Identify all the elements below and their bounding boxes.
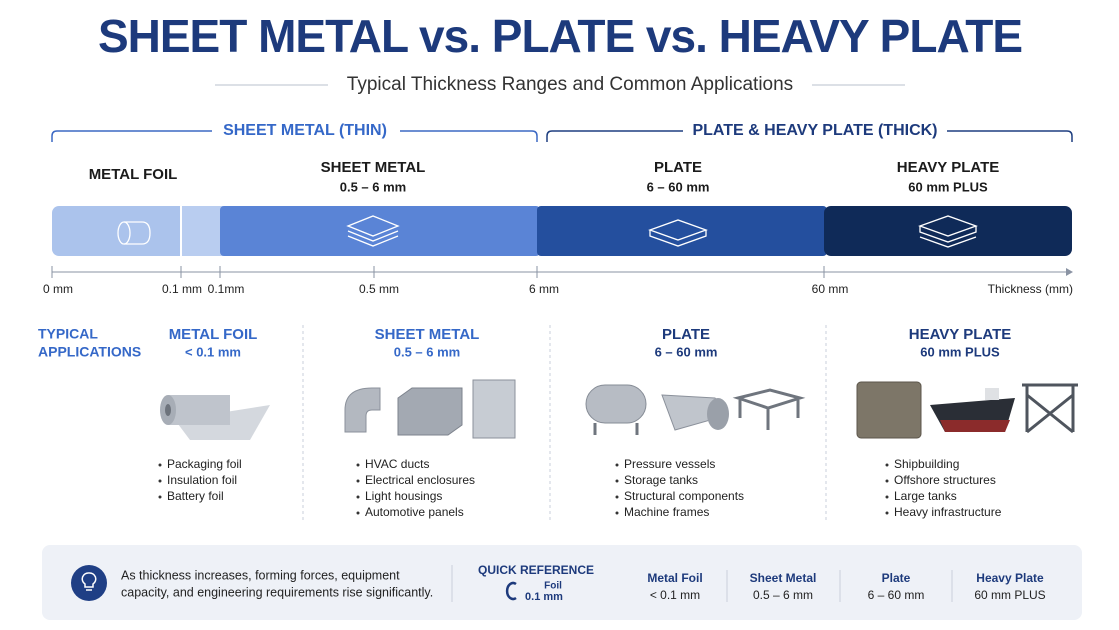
application-item: Pressure vessels xyxy=(624,457,715,471)
bullet xyxy=(885,479,889,483)
bullet xyxy=(885,495,889,499)
bullet xyxy=(615,463,619,467)
reference-range: 0.5 – 6 mm xyxy=(753,588,813,602)
reference-name: Sheet Metal xyxy=(750,571,817,585)
column-range: 6 – 60 mm xyxy=(655,344,718,359)
application-item: Machine frames xyxy=(624,505,709,519)
reference-range: 6 – 60 mm xyxy=(868,588,925,602)
bullet xyxy=(885,511,889,515)
column-name: METAL FOIL xyxy=(169,326,258,343)
bullet xyxy=(615,495,619,499)
quick-reference-icon-text: Foil xyxy=(544,581,562,592)
application-item: Electrical enclosures xyxy=(365,473,475,487)
column-name: HEAVY PLATE xyxy=(909,326,1012,343)
image-heavy-items xyxy=(856,381,1078,439)
image-foil-roll xyxy=(160,395,270,440)
bullet xyxy=(615,479,619,483)
application-item: HVAC ducts xyxy=(365,457,429,471)
axis-label: 6 mm xyxy=(529,282,559,296)
icon-heavy xyxy=(918,215,978,248)
application-item: Structural components xyxy=(624,489,744,503)
title: SHEET METAL vs. PLATE vs. HEAVY PLATE xyxy=(98,10,1022,62)
segment-name: PLATE xyxy=(654,159,702,176)
segment-foil xyxy=(52,206,187,256)
segment-name: HEAVY PLATE xyxy=(897,159,1000,176)
segment-foil-thin xyxy=(182,206,224,256)
axis-title: Thickness (mm) xyxy=(988,282,1073,296)
footer-panel xyxy=(42,545,1082,620)
column-name: PLATE xyxy=(662,326,710,343)
bulb-glyph xyxy=(81,572,97,591)
segment-plate xyxy=(537,206,827,256)
segment-name: SHEET METAL xyxy=(321,159,426,176)
axis-label: 0.1 mm xyxy=(162,282,202,296)
application-item: Insulation foil xyxy=(167,473,237,487)
application-item: Automotive panels xyxy=(365,505,464,519)
image-ducts xyxy=(344,379,516,439)
column-range: < 0.1 mm xyxy=(185,344,241,359)
bullet xyxy=(356,479,360,483)
reference-range: < 0.1 mm xyxy=(650,588,700,602)
bullet xyxy=(158,463,162,467)
reference-name: Metal Foil xyxy=(647,571,702,585)
applications-heading: TYPICAL xyxy=(38,326,98,342)
bullet xyxy=(158,479,162,483)
application-item: Large tanks xyxy=(894,489,957,503)
bullet xyxy=(615,511,619,515)
subtitle: Typical Thickness Ranges and Common Appl… xyxy=(347,74,793,95)
applications-heading: APPLICATIONS xyxy=(38,344,141,360)
application-item: Heavy infrastructure xyxy=(894,505,1002,519)
segment-range: 60 mm PLUS xyxy=(908,179,988,194)
icon-foil xyxy=(117,221,151,245)
reference-name: Heavy Plate xyxy=(976,571,1044,585)
bracket xyxy=(51,130,538,142)
image-plate-items xyxy=(585,384,806,435)
bullet xyxy=(356,463,360,467)
segment-range: 6 – 60 mm xyxy=(647,179,710,194)
icon-sheet xyxy=(346,215,400,247)
reference-range: 60 mm PLUS xyxy=(974,588,1045,602)
application-item: Storage tanks xyxy=(624,473,698,487)
bullet xyxy=(356,495,360,499)
application-item: Battery foil xyxy=(167,489,224,503)
segment-sheet xyxy=(220,206,540,256)
bracket xyxy=(546,130,1073,142)
segment-range: 0.5 – 6 mm xyxy=(340,179,407,194)
quick-reference-title: QUICK REFERENCE xyxy=(478,563,594,577)
icon-plate xyxy=(648,219,708,247)
bullet xyxy=(885,463,889,467)
group-label: SHEET METAL (THIN) xyxy=(223,122,387,139)
application-item: Shipbuilding xyxy=(894,457,959,471)
group-label: PLATE & HEAVY PLATE (THICK) xyxy=(692,122,937,139)
axis-label: 0 mm xyxy=(43,282,73,296)
ref-icon xyxy=(505,581,517,601)
column-name: SHEET METAL xyxy=(375,326,480,343)
reference-name: Plate xyxy=(882,571,911,585)
bullet xyxy=(158,495,162,499)
axis-arrow xyxy=(1066,268,1073,276)
quick-reference-icon-text: 0.1 mm xyxy=(525,591,563,603)
axis-label: 0.1mm xyxy=(208,282,245,296)
footer-note: As thickness increases, forming forces, … xyxy=(121,568,400,582)
application-item: Packaging foil xyxy=(167,457,242,471)
footer-note: capacity, and engineering requirements r… xyxy=(121,585,433,599)
axis-label: 60 mm xyxy=(812,282,849,296)
bullet xyxy=(356,511,360,515)
axis-label: 0.5 mm xyxy=(359,282,399,296)
application-item: Light housings xyxy=(365,489,442,503)
segment-heavy xyxy=(824,206,1072,256)
segment-name: METAL FOIL xyxy=(89,166,178,183)
application-item: Offshore structures xyxy=(894,473,996,487)
column-range: 0.5 – 6 mm xyxy=(394,344,461,359)
bulb-icon xyxy=(71,565,107,601)
column-range: 60 mm PLUS xyxy=(920,344,1000,359)
